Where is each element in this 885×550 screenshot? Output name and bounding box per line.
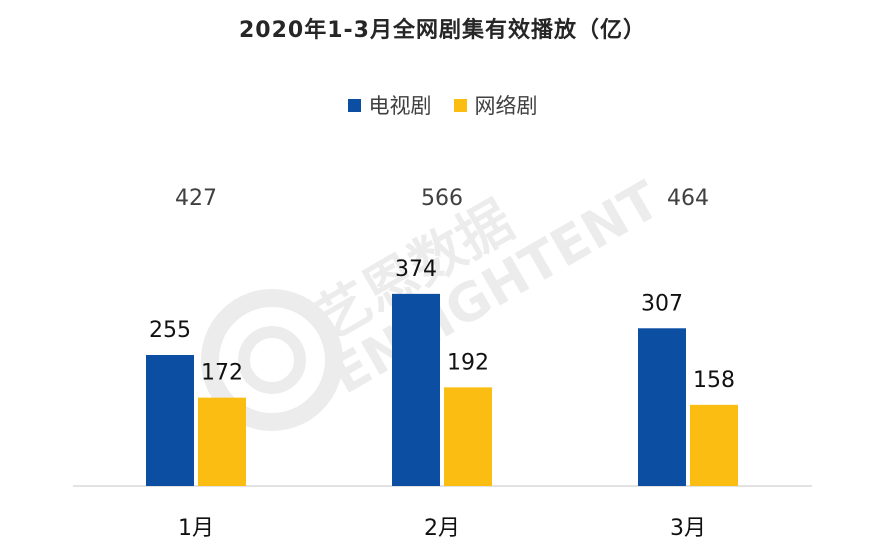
total-label-3: 464: [667, 186, 709, 211]
watermark-logo-core: [238, 326, 306, 394]
bar-web-1: [198, 397, 246, 486]
bar-tv-2: [392, 293, 440, 486]
category-label-3: 3月: [670, 516, 706, 541]
chart-legend: 电视剧 网络剧: [0, 90, 885, 120]
data-label-web-1: 172: [201, 361, 243, 386]
bar-tv-1: [146, 355, 194, 486]
legend-swatch-tv: [347, 98, 361, 112]
bars-group: 255 172 427 1月 374 192 566 2月 307 158 464 3月: [146, 186, 738, 541]
bar-web-2: [444, 387, 492, 486]
total-label-1: 427: [175, 186, 217, 211]
data-label-tv-3: 307: [641, 291, 683, 316]
data-label-web-2: 192: [447, 350, 489, 375]
data-label-tv-1: 255: [149, 318, 191, 343]
legend-item-web: 网络剧: [453, 90, 538, 120]
total-label-2: 566: [421, 186, 463, 211]
watermark-logo-ring: [201, 289, 343, 431]
legend-label-web: 网络剧: [474, 94, 538, 118]
category-label-1: 1月: [178, 516, 214, 541]
bar-tv-3: [638, 328, 686, 486]
chart-title: 2020年1-3月全网剧集有效播放（亿）: [239, 18, 646, 43]
bar-web-3: [690, 404, 738, 486]
data-label-tv-2: 374: [395, 257, 437, 282]
data-label-web-3: 158: [693, 368, 735, 393]
legend-item-tv: 电视剧: [347, 90, 432, 120]
category-label-2: 2月: [424, 516, 460, 541]
legend-swatch-web: [453, 98, 467, 112]
legend-label-tv: 电视剧: [368, 94, 432, 118]
